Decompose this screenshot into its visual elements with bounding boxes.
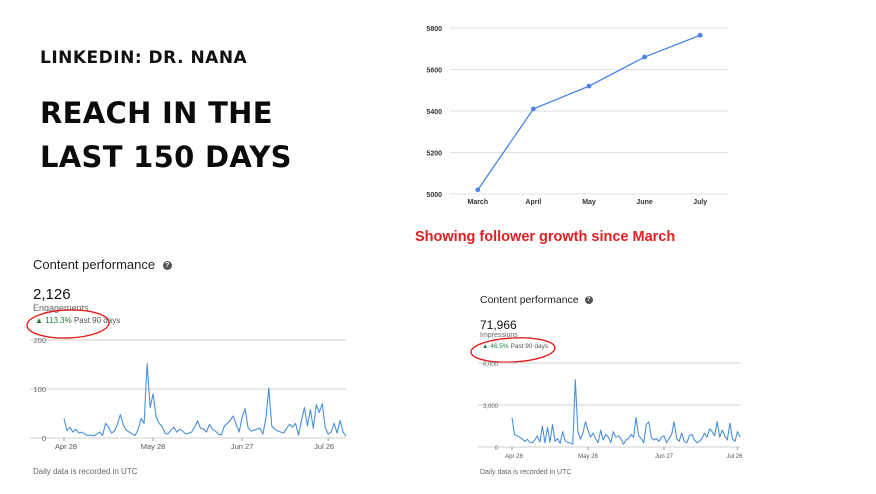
- impressions-total: 71,966: [480, 318, 517, 332]
- content-performance-title-right: Content performance ?: [480, 294, 593, 306]
- trend-up-icon: ▲: [482, 343, 489, 350]
- content-performance-title-text: Content performance: [33, 257, 156, 272]
- x-tick-label: May 28: [141, 442, 166, 451]
- impressions-chart: 0 3,000 6,000 Apr 28 May 28 Jun 27 Jul 26: [478, 362, 743, 460]
- x-tick-label: Jun 27: [231, 442, 254, 451]
- trend-up-icon: ▲: [35, 316, 43, 325]
- utc-note-right: Daily data is recorded in UTC: [480, 469, 572, 476]
- daily-series-line: [63, 362, 347, 437]
- y-tick-label: 5600: [426, 68, 442, 75]
- follower-data-point: [586, 83, 592, 89]
- follower-data-point: [642, 54, 647, 60]
- x-tick-label: Jun 27: [655, 454, 674, 460]
- headline-line-2: LAST 150 DAYS: [40, 140, 292, 174]
- x-tick-label: March: [467, 199, 488, 206]
- y-tick-label: 5800: [426, 26, 442, 33]
- impressions-change-label: Past 90 days: [510, 343, 549, 350]
- y-tick-label: 6,000: [483, 362, 499, 368]
- y-tick-label: 3,000: [483, 404, 499, 410]
- engagements-change-pct: 113.3%: [45, 316, 72, 325]
- x-tick-label: May 28: [578, 454, 598, 460]
- engagements-chart: 0 100 200 Apr 28 May 28 Jun 27 Jul 26: [30, 336, 347, 451]
- follower-series-line: [477, 34, 701, 191]
- follower-growth-caption: Showing follower growth since March: [415, 229, 676, 245]
- impressions-label: Impressions: [480, 332, 518, 339]
- follower-data-point: [475, 187, 481, 193]
- follower-growth-chart: 5000 5200 5400 5600 5800 March April May June Jul…: [426, 26, 728, 206]
- engagements-highlight-circle: [26, 309, 110, 339]
- engagements-trend: ▲ 113.3% Past 90 days: [35, 316, 120, 325]
- impressions-trend: ▲ 46.5% Past 90 days: [482, 343, 548, 350]
- x-tick-label: Jul 26: [726, 454, 743, 460]
- daily-series-line: [511, 379, 741, 445]
- y-tick-label: 200: [33, 336, 46, 345]
- y-tick-label: 5400: [426, 109, 442, 116]
- x-tick-label: Apr 28: [55, 442, 77, 451]
- help-icon[interactable]: ?: [584, 296, 593, 305]
- follower-data-point: [531, 106, 536, 112]
- x-tick-label: June: [636, 199, 652, 206]
- brand-label: LINKEDIN: DR. NANA: [40, 48, 248, 68]
- y-tick-label: 0: [42, 434, 46, 443]
- utc-note-left: Daily data is recorded in UTC: [33, 467, 138, 476]
- x-tick-label: April: [525, 199, 541, 206]
- y-tick-label: 0: [495, 446, 499, 452]
- content-performance-title-left: Content performance ?: [33, 257, 172, 272]
- engagements-label: Engagements: [33, 303, 89, 313]
- headline-line-1: REACH IN THE: [40, 96, 273, 130]
- x-tick-label: Apr 28: [505, 454, 523, 460]
- x-tick-label: July: [693, 199, 707, 206]
- x-tick-label: May: [582, 199, 596, 206]
- y-tick-label: 5000: [426, 192, 442, 199]
- y-tick-label: 100: [33, 385, 46, 394]
- engagements-change-label: Past 90 days: [73, 316, 121, 325]
- x-tick-label: Jul 26: [314, 442, 334, 451]
- follower-data-point: [697, 32, 703, 38]
- impressions-change-pct: 46.5%: [490, 343, 509, 350]
- y-tick-label: 5200: [426, 151, 442, 158]
- engagements-total: 2,126: [33, 286, 71, 303]
- impressions-highlight-circle: [470, 337, 556, 363]
- content-performance-title-text: Content performance: [480, 294, 579, 306]
- help-icon[interactable]: ?: [162, 261, 172, 271]
